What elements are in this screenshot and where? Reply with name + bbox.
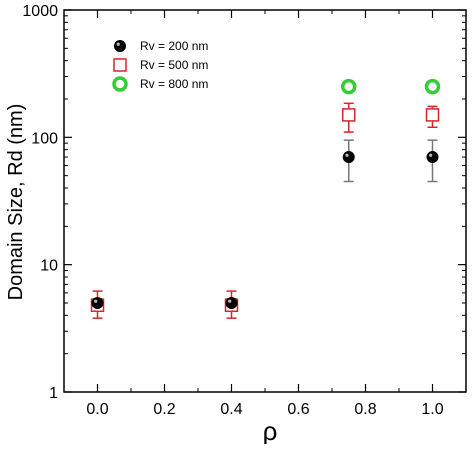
data-point-highlight bbox=[345, 153, 349, 157]
x-tick-label: 0.8 bbox=[354, 401, 376, 418]
legend-label: Rv = 500 nm bbox=[140, 58, 208, 72]
y-tick-label: 1000 bbox=[22, 3, 58, 20]
data-point bbox=[424, 78, 441, 95]
legend-label: Rv = 800 nm bbox=[140, 77, 208, 91]
legend-marker bbox=[112, 76, 128, 92]
data-point bbox=[425, 108, 440, 122]
x-tick-label: 1.0 bbox=[421, 401, 443, 418]
data-point bbox=[342, 151, 355, 164]
x-tick-label: 0.6 bbox=[287, 401, 309, 418]
data-point-highlight bbox=[94, 299, 98, 303]
data-point bbox=[426, 151, 439, 164]
x-axis-label: ρ bbox=[263, 416, 278, 444]
x-tick-label: 0.2 bbox=[153, 401, 175, 418]
y-tick-label: 1 bbox=[49, 385, 58, 402]
data-point bbox=[91, 296, 104, 309]
y-tick-label: 100 bbox=[31, 130, 58, 147]
data-point-highlight bbox=[228, 299, 232, 303]
data-point bbox=[341, 78, 357, 95]
data-point-highlight bbox=[429, 153, 433, 157]
legend-label: Rv = 200 nm bbox=[140, 39, 208, 53]
y-axis-label: Domain Size, Rd (nm) bbox=[5, 104, 27, 301]
legend-marker bbox=[114, 40, 126, 52]
x-tick-label: 0.0 bbox=[86, 401, 108, 418]
legend-marker-highlight bbox=[116, 42, 120, 46]
data-point bbox=[342, 108, 356, 122]
legend-marker bbox=[113, 58, 127, 72]
y-tick-label: 10 bbox=[40, 258, 58, 275]
x-tick-label: 0.4 bbox=[220, 401, 242, 418]
data-point bbox=[225, 296, 238, 309]
